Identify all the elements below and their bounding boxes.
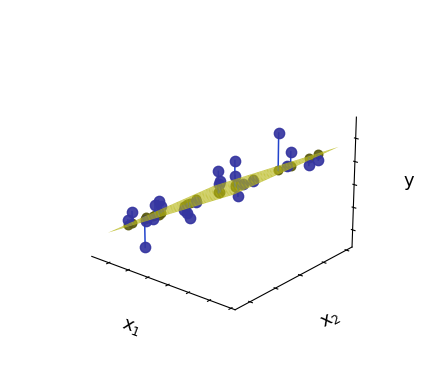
Y-axis label: x$_2$: x$_2$	[317, 307, 343, 332]
X-axis label: x$_1$: x$_1$	[119, 315, 144, 339]
